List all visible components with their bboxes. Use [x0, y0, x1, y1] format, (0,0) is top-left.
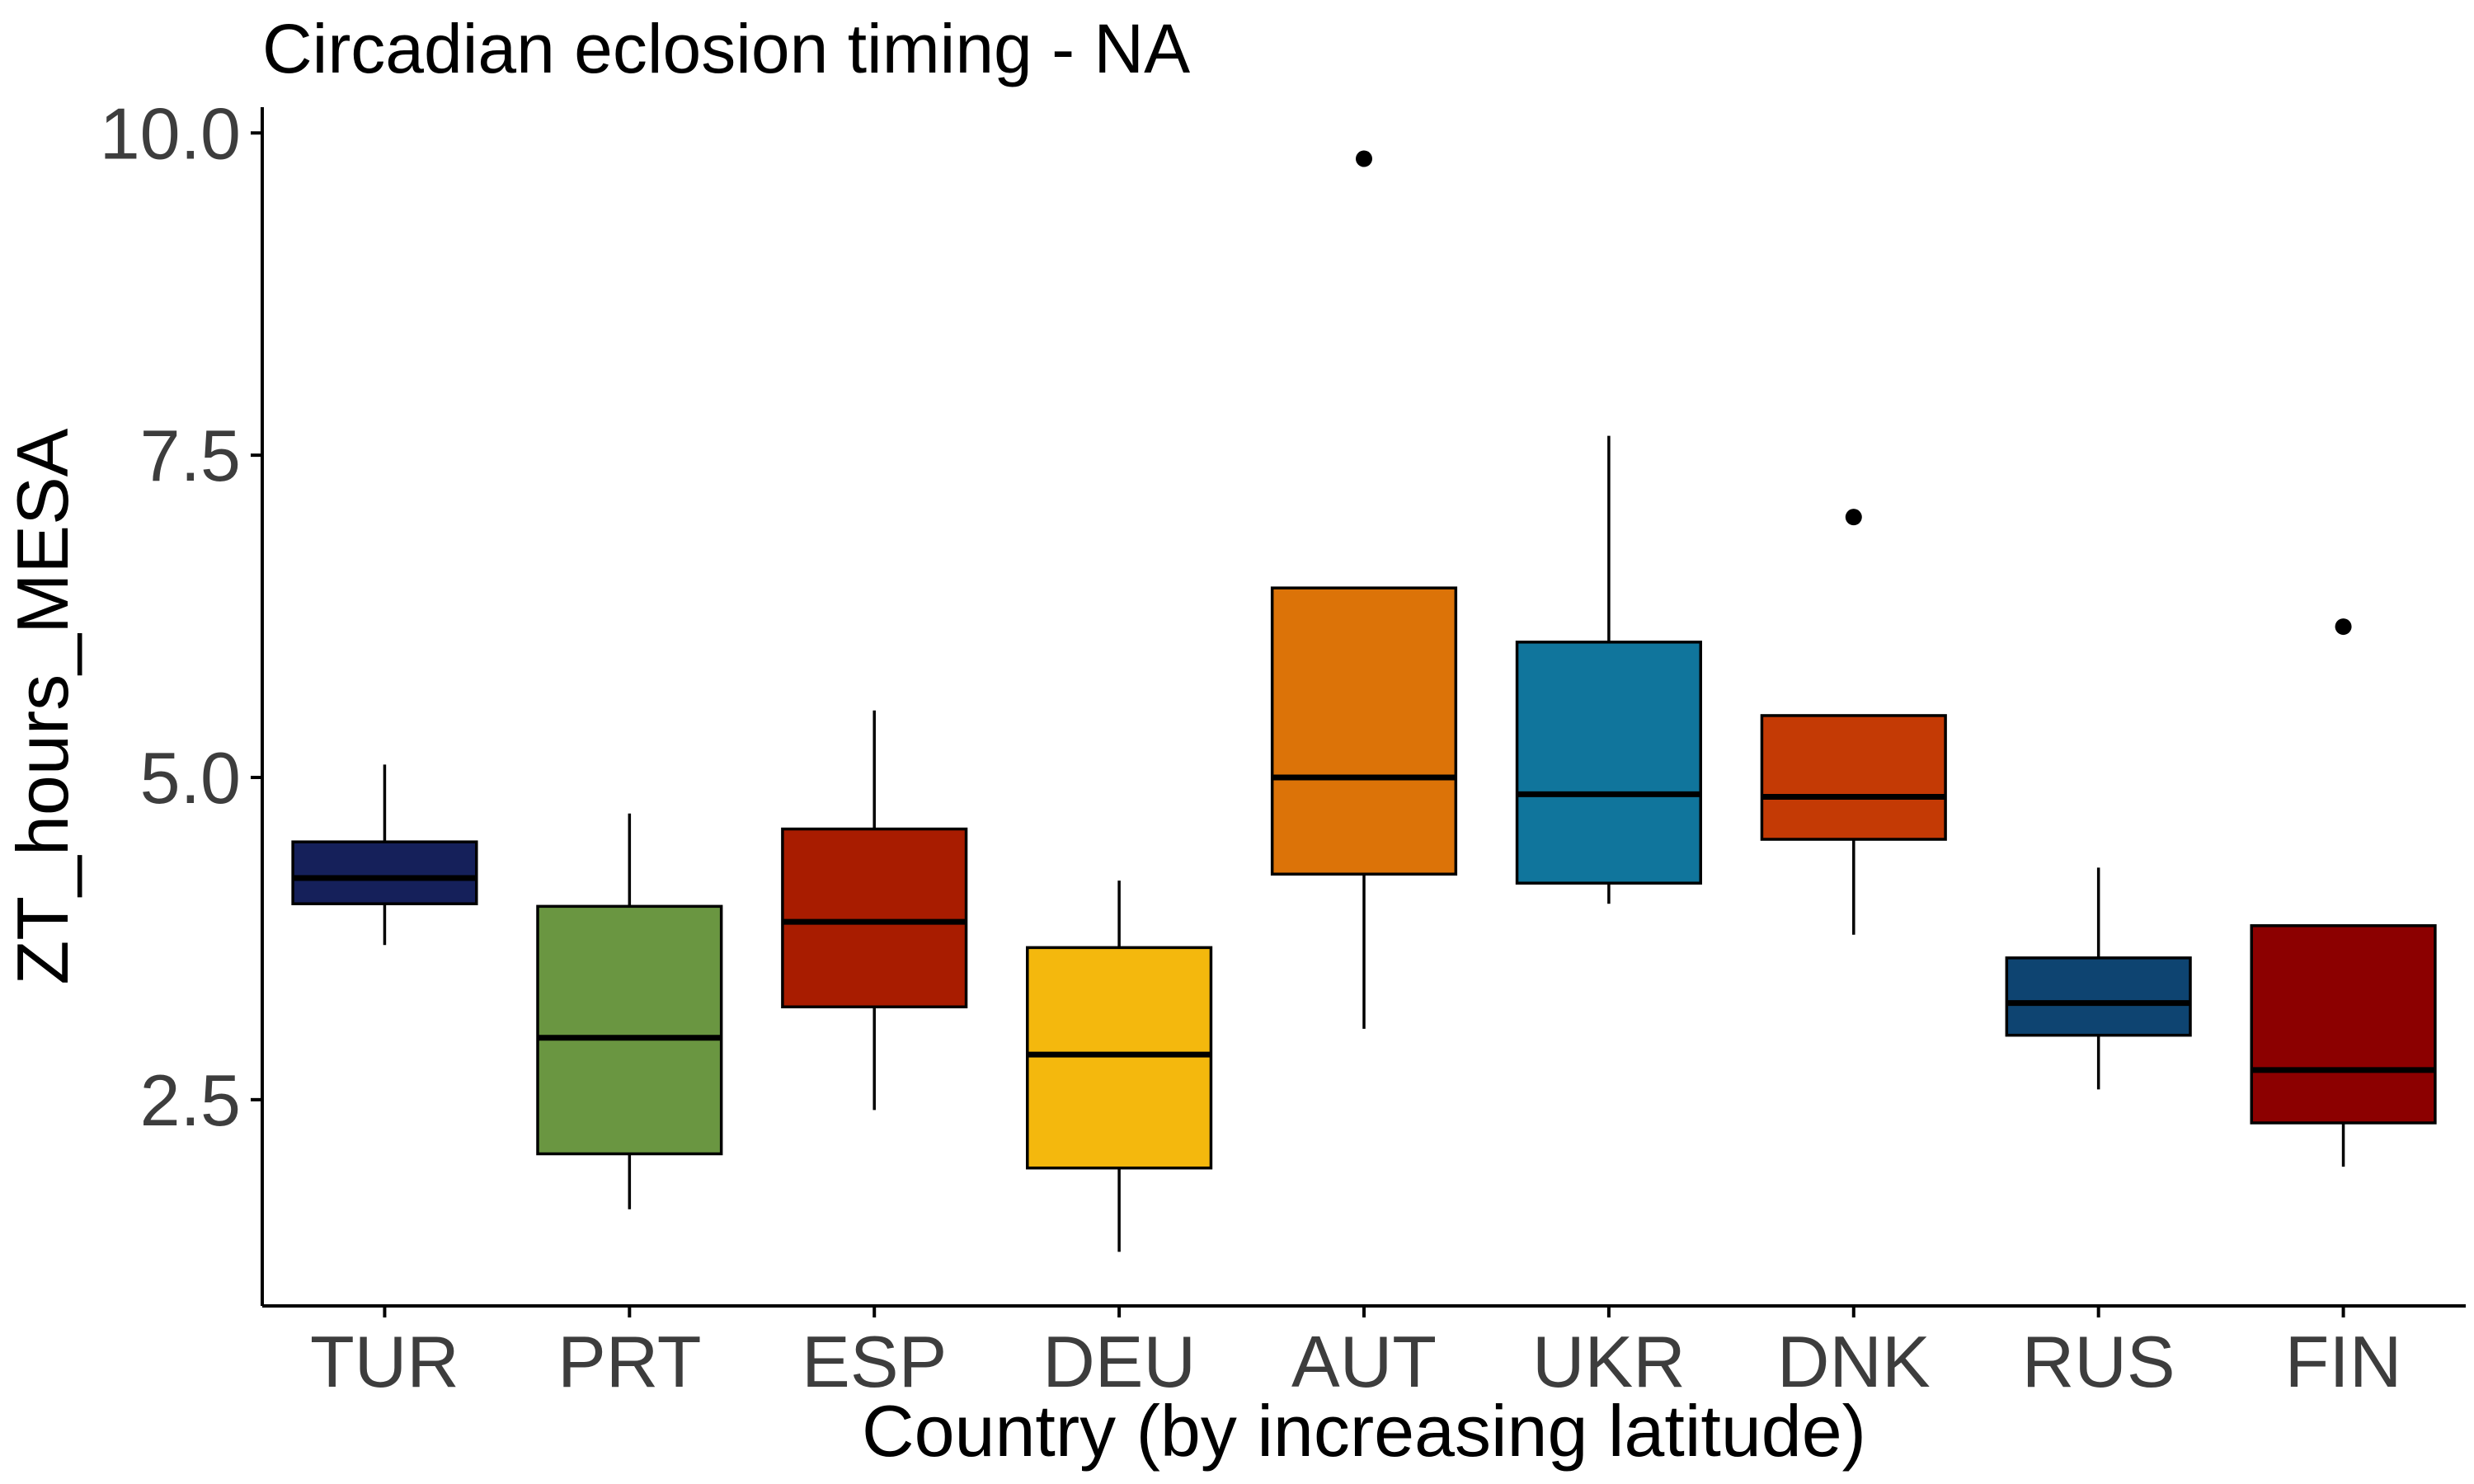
y-tick-label: 7.5	[140, 415, 241, 496]
outlier-point	[1845, 509, 1862, 526]
box-fin	[2250, 618, 2437, 1167]
box-body	[291, 840, 478, 905]
box-aut	[1270, 150, 1458, 1029]
outlier-point	[1356, 150, 1372, 167]
box-prt	[536, 813, 723, 1209]
x-tick-label: FIN	[2285, 1321, 2402, 1402]
box-ukr	[1515, 435, 1702, 904]
box-rus	[2005, 867, 2192, 1090]
x-axis-title: Country (by increasing latitude)	[862, 1390, 1866, 1472]
box-body	[536, 904, 723, 1156]
x-tick-label: PRT	[557, 1321, 701, 1402]
x-tick-label: DNK	[1777, 1321, 1931, 1402]
outlier-point	[2335, 618, 2352, 636]
x-tick-label: AUT	[1291, 1321, 1437, 1402]
y-tick-label: 2.5	[140, 1059, 241, 1141]
y-tick-label: 5.0	[140, 737, 241, 819]
box-body	[1270, 586, 1458, 876]
chart-title: Circadian eclosion timing - NA	[262, 10, 1190, 87]
box-dnk	[1760, 509, 1947, 935]
box-body	[1760, 714, 1947, 841]
box-body	[2005, 956, 2192, 1037]
y-axis-title: ZT_hours_MESA	[2, 428, 83, 984]
x-tick-label: RUS	[2022, 1321, 2175, 1402]
x-tick-label: ESP	[802, 1321, 947, 1402]
box-esp	[781, 710, 968, 1111]
box-body	[781, 827, 968, 1009]
box-body	[2250, 924, 2437, 1125]
box-body	[1515, 641, 1702, 885]
x-axis-ticks: TUR PRT ESP DEU AUT UKR DNK RUS FIN	[310, 1306, 2401, 1402]
x-tick-label: UKR	[1532, 1321, 1686, 1402]
box-tur	[291, 764, 478, 946]
box-deu	[1026, 881, 1213, 1252]
x-tick-label: DEU	[1042, 1321, 1196, 1402]
y-tick-label: 10.0	[100, 92, 241, 174]
y-axis-ticks: 2.5 5.0 7.5 10.0	[100, 92, 262, 1141]
plot-area	[291, 150, 2437, 1252]
x-tick-label: TUR	[310, 1321, 459, 1402]
box-body	[1026, 946, 1213, 1170]
